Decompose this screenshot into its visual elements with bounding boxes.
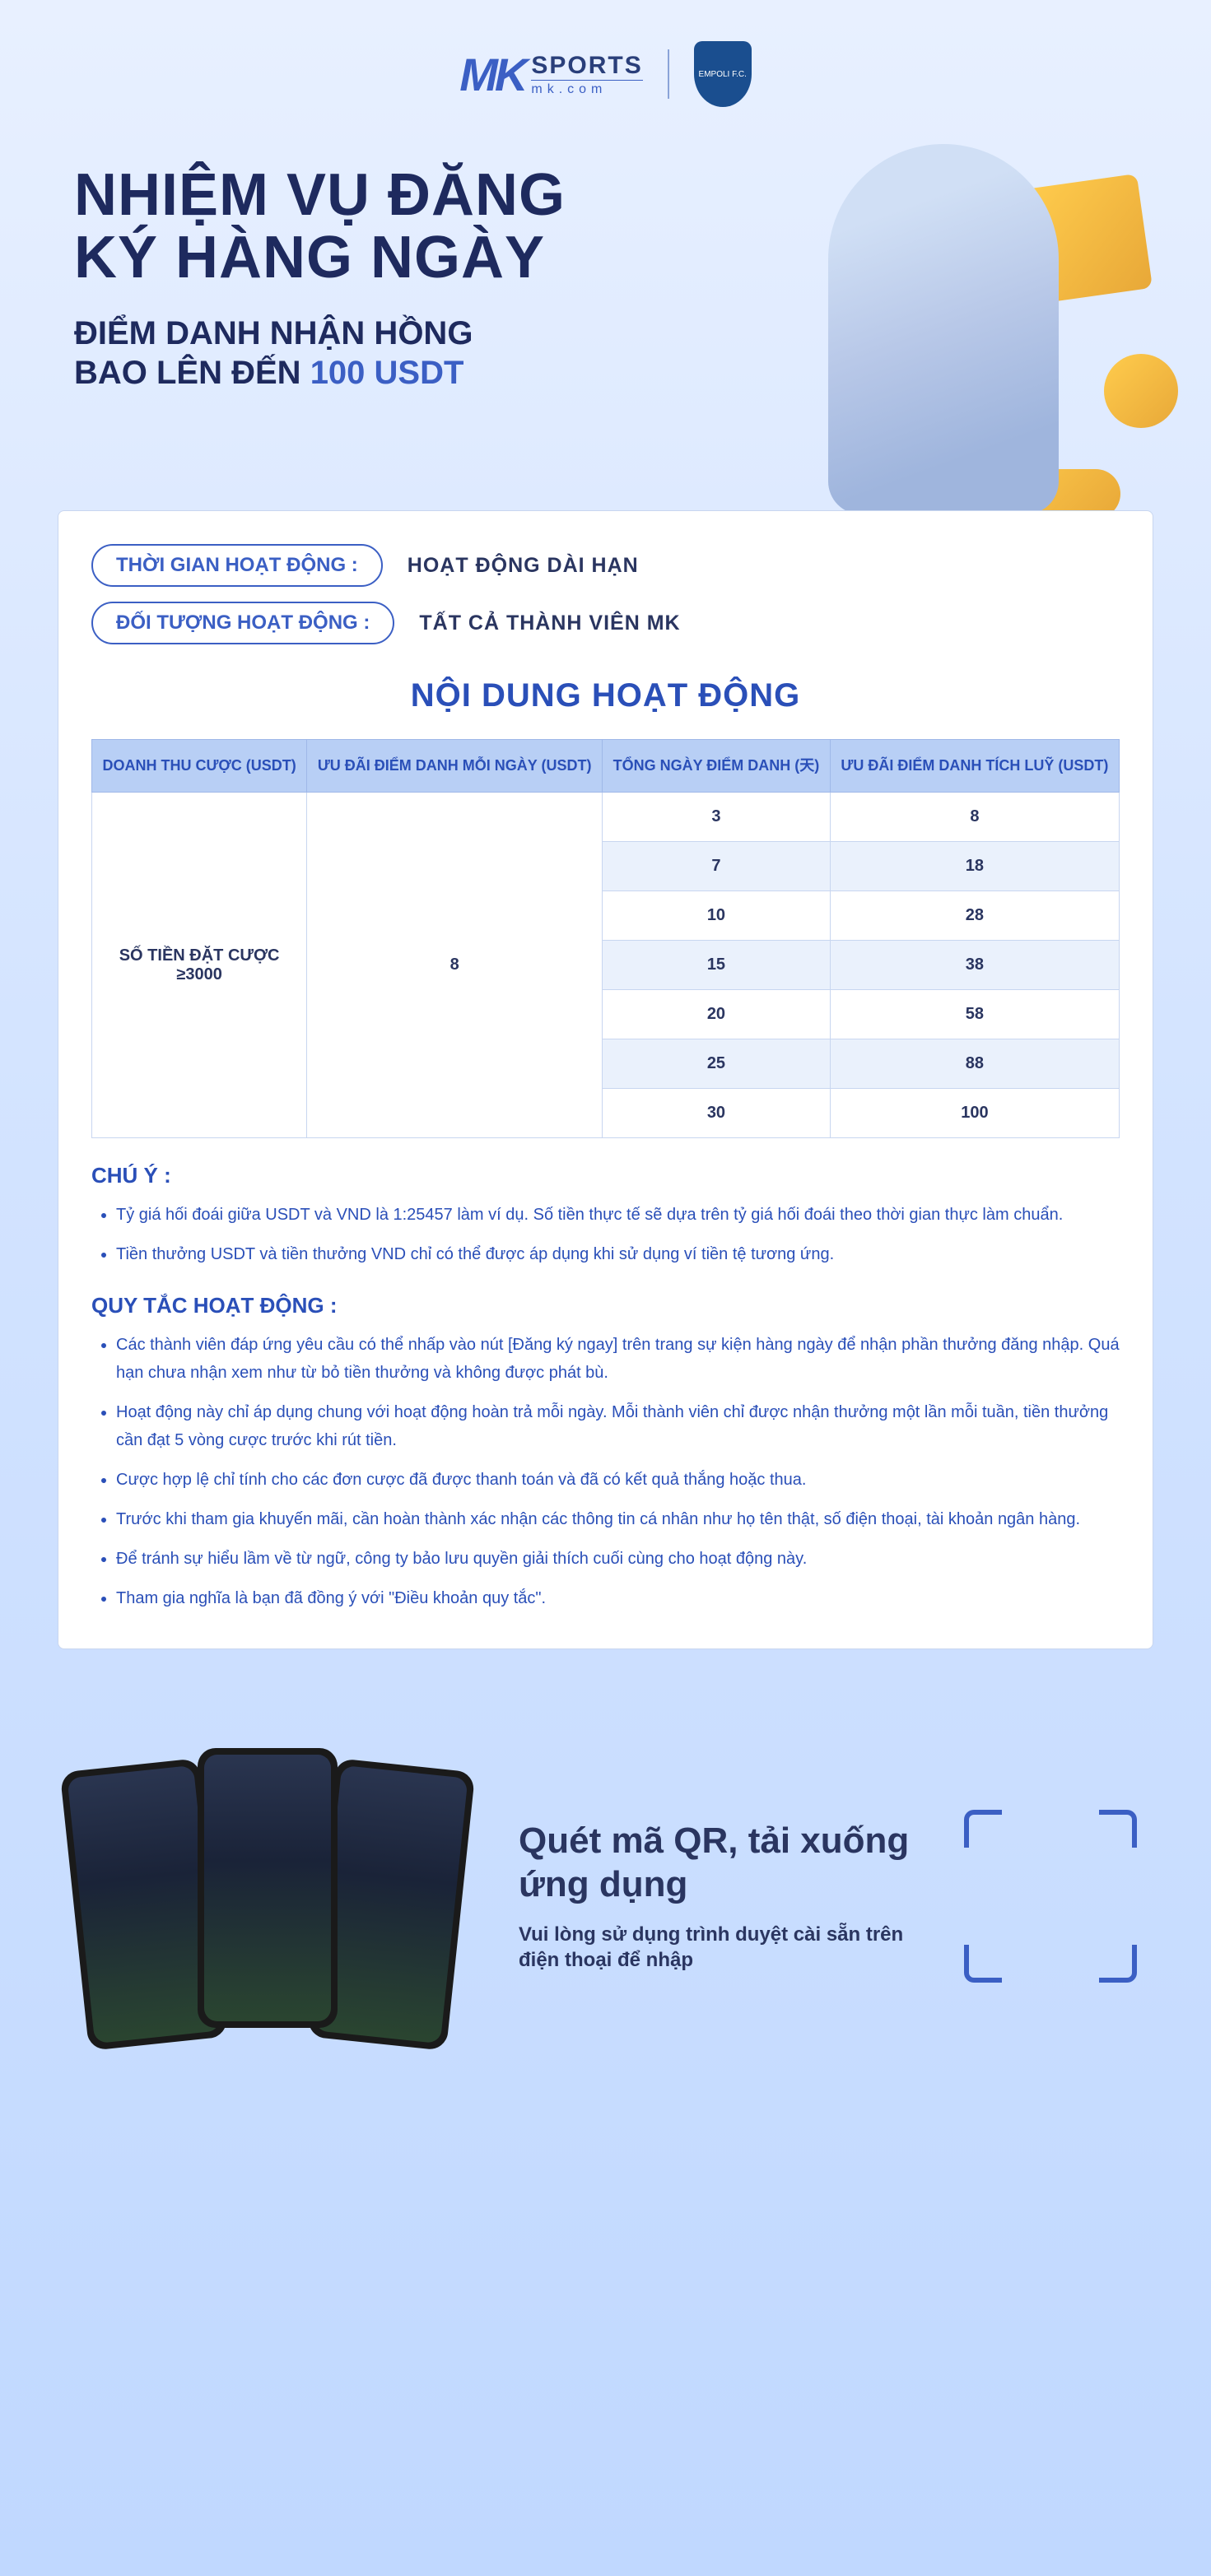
- phone-screen: [204, 1755, 331, 2021]
- target-value: TẤT CẢ THÀNH VIÊN MK: [419, 611, 680, 635]
- hero-image: [717, 115, 1170, 543]
- list-item: Tiền thưởng USDT và tiền thưởng VND chỉ …: [116, 1240, 1120, 1268]
- time-value: HOẠT ĐỘNG DÀI HẠN: [408, 554, 639, 578]
- phones-mockup: [74, 1740, 469, 2053]
- hero-subtitle-line1: ĐIỂM DANH NHẬN HỒNG: [74, 315, 473, 351]
- td-reward: 100: [830, 1089, 1119, 1138]
- footer: Quét mã QR, tải xuống ứng dụng Vui lòng …: [0, 1699, 1211, 2118]
- list-item: Để tránh sự hiểu lầm về từ ngữ, công ty …: [116, 1545, 1120, 1573]
- hero-subtitle-prefix: BAO LÊN ĐẾN: [74, 355, 310, 391]
- td-days: 3: [603, 793, 831, 842]
- td-merged-daily: 8: [307, 793, 603, 1138]
- td-days: 25: [603, 1039, 831, 1089]
- footer-text-group: Quét mã QR, tải xuống ứng dụng Vui lòng …: [519, 1820, 915, 1973]
- footer-title: Quét mã QR, tải xuống ứng dụng: [519, 1820, 915, 1907]
- th-col3: TỔNG NGÀY ĐIỂM DANH (天): [603, 740, 831, 793]
- content-card: THỜI GIAN HOẠT ĐỘNG : HOẠT ĐỘNG DÀI HẠN …: [58, 510, 1153, 1649]
- list-item: Hoạt động này chỉ áp dụng chung với hoạt…: [116, 1398, 1120, 1454]
- qr-corner-icon: [964, 1810, 1002, 1848]
- th-col2: ƯU ĐÃI ĐIỂM DANH MỖI NGÀY (USDT): [307, 740, 603, 793]
- th-col1: DOANH THU CƯỢC (USDT): [92, 740, 307, 793]
- table-header-row: DOANH THU CƯỢC (USDT) ƯU ĐÃI ĐIỂM DANH M…: [92, 740, 1120, 793]
- qr-corner-icon: [964, 1945, 1002, 1983]
- th-col4: ƯU ĐÃI ĐIỂM DANH TÍCH LUỸ (USDT): [830, 740, 1119, 793]
- header-divider: [668, 49, 669, 99]
- hero-decor-icon: [1104, 354, 1178, 428]
- hero-subtitle: ĐIỂM DANH NHẬN HỒNG BAO LÊN ĐẾN 100 USDT: [74, 314, 650, 393]
- chu-y-title: CHÚ Ý :: [91, 1163, 1120, 1188]
- footer-subtitle: Vui lòng sử dụng trình duyệt cài sẵn trê…: [519, 1922, 915, 1973]
- td-days: 30: [603, 1089, 831, 1138]
- logo-mk: MK SPORTS mk.com: [459, 48, 642, 101]
- logo-mk-icon: MK: [459, 48, 524, 101]
- td-reward: 8: [830, 793, 1119, 842]
- hero-title-line2: KÝ HÀNG NGÀY: [74, 225, 545, 291]
- info-row-time: THỜI GIAN HOẠT ĐỘNG : HOẠT ĐỘNG DÀI HẠN: [91, 544, 1120, 587]
- td-days: 15: [603, 941, 831, 990]
- qr-corner-icon: [1099, 1945, 1137, 1983]
- qr-corner-icon: [1099, 1810, 1137, 1848]
- qr-frame: [964, 1810, 1137, 1983]
- hero-title: NHIỆM VỤ ĐĂNG KÝ HÀNG NGÀY: [74, 165, 692, 289]
- quy-tac-title: QUY TẮC HOẠT ĐỘNG :: [91, 1293, 1120, 1318]
- td-days: 20: [603, 990, 831, 1039]
- logo-mk-text-group: SPORTS mk.com: [531, 52, 642, 97]
- partner-shield-badge: EMPOLI F.C.: [694, 41, 752, 107]
- logo-sports-text: SPORTS: [531, 52, 642, 80]
- hero-person-placeholder: [828, 144, 1059, 514]
- section-title: NỘI DUNG HOẠT ĐỘNG: [91, 677, 1120, 714]
- target-label-pill: ĐỐI TƯỢNG HOẠT ĐỘNG :: [91, 602, 394, 644]
- header: MK SPORTS mk.com EMPOLI F.C.: [0, 0, 1211, 132]
- list-item: Cược hợp lệ chỉ tính cho các đơn cược đã…: [116, 1466, 1120, 1494]
- quy-tac-list: Các thành viên đáp ứng yêu cầu có thể nh…: [91, 1331, 1120, 1612]
- td-reward: 38: [830, 941, 1119, 990]
- time-label-pill: THỜI GIAN HOẠT ĐỘNG :: [91, 544, 383, 587]
- td-reward: 18: [830, 842, 1119, 891]
- td-reward: 88: [830, 1039, 1119, 1089]
- list-item: Các thành viên đáp ứng yêu cầu có thể nh…: [116, 1331, 1120, 1387]
- shield-text: EMPOLI F.C.: [699, 70, 747, 79]
- td-reward: 58: [830, 990, 1119, 1039]
- td-days: 7: [603, 842, 831, 891]
- logo-domain-text: mk.com: [531, 80, 642, 97]
- hero-section: NHIỆM VỤ ĐĂNG KÝ HÀNG NGÀY ĐIỂM DANH NHẬ…: [0, 132, 1211, 502]
- list-item: Tham gia nghĩa là bạn đã đồng ý với "Điề…: [116, 1584, 1120, 1612]
- td-merged-bet: SỐ TIỀN ĐẶT CƯỢC ≥3000: [92, 793, 307, 1138]
- hero-amount: 100 USDT: [310, 355, 464, 391]
- list-item: Tỷ giá hối đoái giữa USDT và VND là 1:25…: [116, 1201, 1120, 1229]
- table-row: SỐ TIỀN ĐẶT CƯỢC ≥3000838: [92, 793, 1120, 842]
- reward-table: DOANH THU CƯỢC (USDT) ƯU ĐÃI ĐIỂM DANH M…: [91, 739, 1120, 1138]
- td-days: 10: [603, 891, 831, 941]
- info-row-target: ĐỐI TƯỢNG HOẠT ĐỘNG : TẤT CẢ THÀNH VIÊN …: [91, 602, 1120, 644]
- hero-title-line1: NHIỆM VỤ ĐĂNG: [74, 162, 566, 228]
- list-item: Trước khi tham gia khuyến mãi, cần hoàn …: [116, 1505, 1120, 1533]
- phone-mock-icon: [198, 1748, 338, 2028]
- td-reward: 28: [830, 891, 1119, 941]
- chu-y-list: Tỷ giá hối đoái giữa USDT và VND là 1:25…: [91, 1201, 1120, 1268]
